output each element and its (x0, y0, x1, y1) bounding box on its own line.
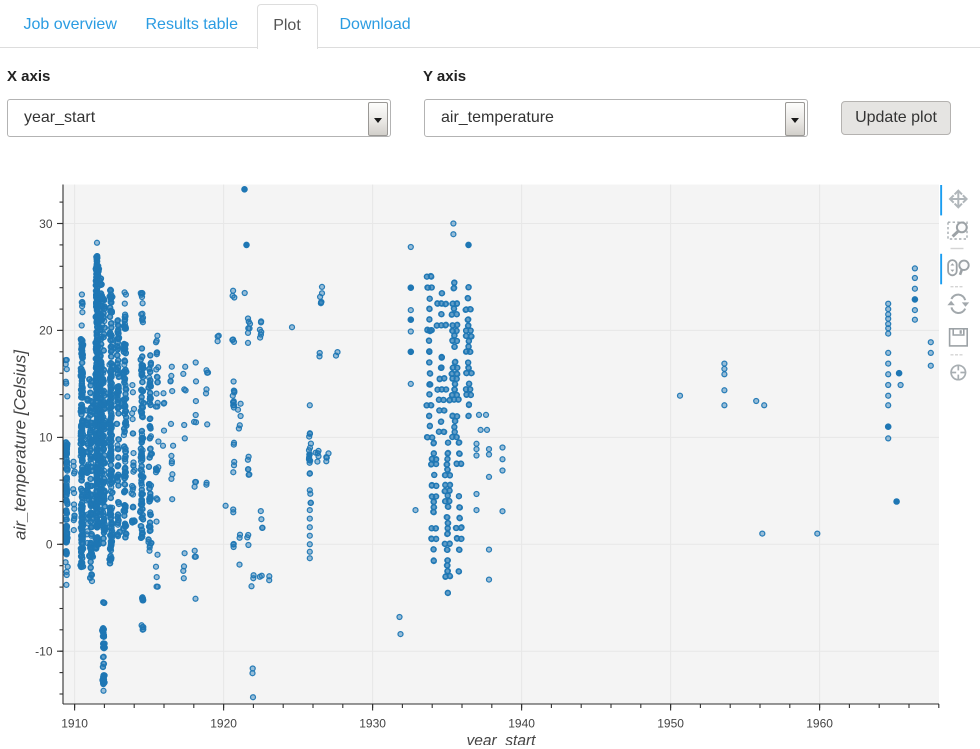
svg-text:-10: -10 (35, 645, 53, 659)
svg-text:10: 10 (39, 431, 53, 445)
svg-text:1960: 1960 (806, 717, 833, 731)
svg-text:1920: 1920 (210, 717, 237, 731)
svg-text:30: 30 (39, 217, 53, 231)
svg-text:1910: 1910 (61, 717, 88, 731)
svg-text:1940: 1940 (508, 717, 535, 731)
svg-text:year_start: year_start (466, 733, 537, 746)
svg-text:0: 0 (46, 538, 53, 552)
svg-text:air_temperature [Celsius]: air_temperature [Celsius] (11, 349, 30, 540)
svg-text:1950: 1950 (657, 717, 684, 731)
svg-text:20: 20 (39, 324, 53, 338)
svg-text:1930: 1930 (359, 717, 386, 731)
